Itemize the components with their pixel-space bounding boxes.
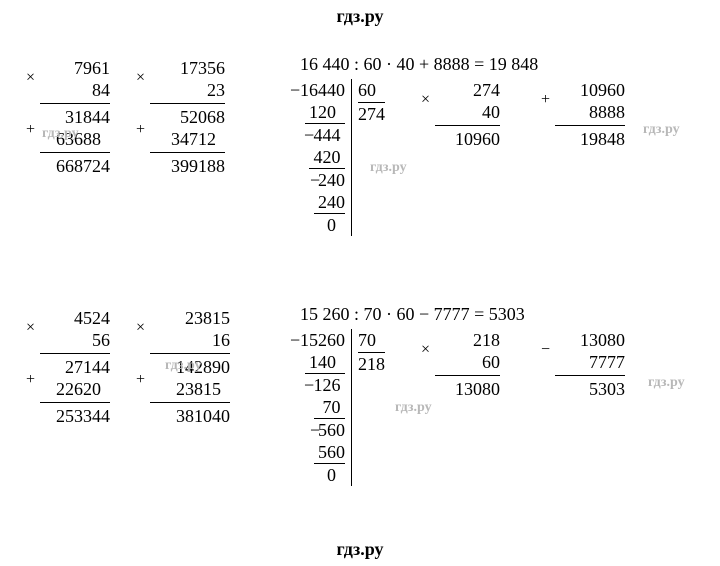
expression-1: 16 440 : 60 · 40 + 8888 = 19 848 xyxy=(300,53,538,75)
add-10960-8888: + 10960 8888 19848 xyxy=(555,79,625,150)
mult-7961x84: × 7961 84 + 31844 63688 668724 xyxy=(40,57,110,177)
mult-4524x56: × 4524 56 + 27144 22620 253344 xyxy=(40,307,110,427)
sub-13080-7777: − 13080 7777 5303 xyxy=(555,329,625,400)
expression-2: 15 260 : 70 · 60 − 7777 = 5303 xyxy=(300,303,525,325)
mult-17356x23: × 17356 23 + 52068 34712 399188 xyxy=(150,57,225,177)
worked-solutions: × 7961 84 + 31844 63688 668724 × 17356 2… xyxy=(0,27,720,547)
page-footer: гдз.ру xyxy=(0,539,720,560)
page-header: гдз.ру xyxy=(0,0,720,27)
longdiv-16440-60: −16440 120 −444 420 −240 240 0 60 274 xyxy=(300,79,385,236)
mult-274x40: × 274 40 10960 xyxy=(435,79,500,150)
longdiv-15260-70: −15260 140 −126 70 −560 560 0 70 218 xyxy=(300,329,385,486)
mult-218x60: × 218 60 13080 xyxy=(435,329,500,400)
mult-23815x16: × 23815 16 + 142890 23815 381040 xyxy=(150,307,230,427)
